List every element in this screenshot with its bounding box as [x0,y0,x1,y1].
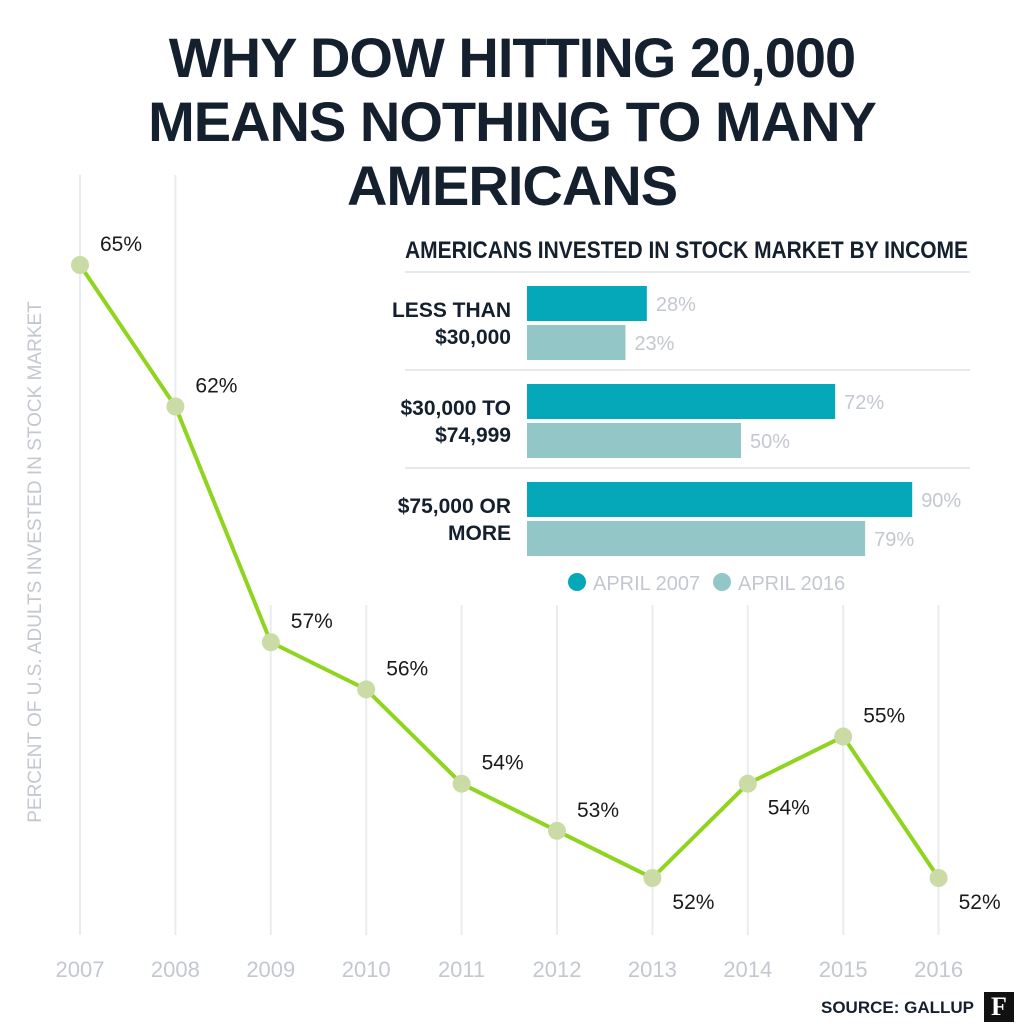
inset-category-label: $74,999 [435,424,511,447]
inset-category-label: $75,000 OR [398,495,511,518]
inset-bar-label: 23% [634,333,674,355]
inset-bar [527,423,741,458]
inset-bar-label: 90% [921,490,961,512]
inset-bar [527,286,647,321]
x-tick-label: 2009 [246,957,295,982]
data-label: 56% [386,657,428,680]
inset-bar-label: 79% [874,529,914,551]
data-label: 65% [100,233,142,256]
inset-bar [527,384,836,419]
data-point [357,680,376,699]
data-label: 57% [291,610,333,633]
inset-category-label: MORE [448,522,511,545]
data-point [834,727,853,746]
data-point [929,869,948,887]
inset-bar [527,325,626,360]
title-line-1: WHY DOW HITTING 20,000 [168,26,856,89]
data-point [643,869,662,887]
data-point [261,633,280,652]
title-line-2: MEANS NOTHING TO MANY AMERICANS [148,90,877,217]
x-tick-label: 2013 [628,957,677,982]
legend-label: APRIL 2016 [738,573,845,595]
chart-title: WHY DOW HITTING 20,000 MEANS NOTHING TO … [0,26,1024,218]
x-tick-label: 2010 [342,957,391,982]
data-label: 52% [959,891,1001,914]
forbes-logo: F [984,992,1014,1022]
x-tick-label: 2007 [56,957,105,982]
data-point [71,256,89,274]
inset-bar [527,521,866,556]
inset-bar-label: 50% [750,431,790,453]
x-tick-label: 2014 [723,957,772,982]
inset-bar-chart: AMERICANS INVESTED IN STOCK MARKET BY IN… [392,222,982,600]
legend-label: APRIL 2007 [593,573,700,595]
data-point [452,774,471,793]
x-tick-label: 2015 [819,957,868,982]
series-line [78,263,941,880]
x-tick-label: 2016 [914,957,963,982]
inset-bar-label: 28% [656,294,696,316]
data-point [548,821,566,840]
data-label: 52% [672,891,714,914]
data-label: 54% [768,797,810,820]
data-point [738,774,757,793]
data-label: 53% [577,799,619,822]
x-tick-label: 2011 [438,957,485,982]
data-label: 55% [863,705,905,728]
inset-category-label: $30,000 [435,326,511,349]
source-note: SOURCE: GALLUP [821,998,974,1017]
y-axis-label: PERCENT OF U.S. ADULTS INVESTED IN STOCK… [25,301,46,823]
legend-swatch [713,573,731,591]
x-tick-label: 2012 [533,957,582,982]
legend-swatch [568,573,586,591]
inset-title: AMERICANS INVESTED IN STOCK MARKET BY IN… [405,237,968,264]
data-label: 54% [482,752,524,775]
inset-category-label: $30,000 TO [400,397,511,420]
inset-bar [527,482,913,517]
inset-bar-label: 72% [844,392,884,414]
data-label: 62% [195,374,237,397]
x-tick-label: 2008 [151,957,200,982]
inset-category-label: LESS THAN [392,299,511,322]
data-point [166,397,185,416]
